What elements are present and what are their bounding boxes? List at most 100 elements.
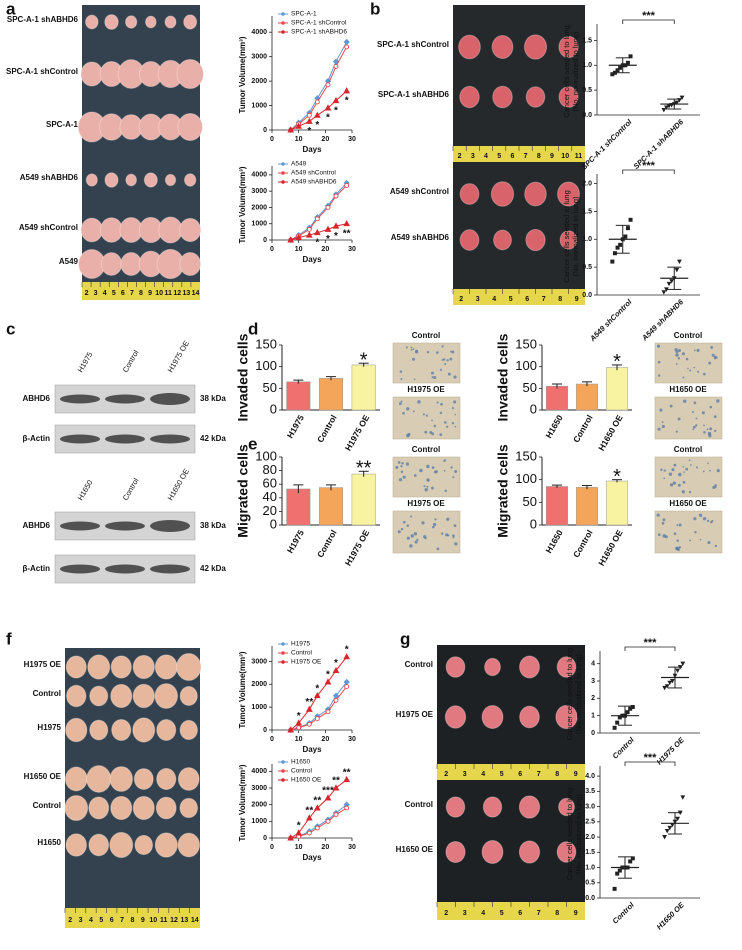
- specimen: [175, 653, 202, 681]
- specimen: [177, 767, 200, 791]
- specimen: [518, 795, 541, 819]
- marker: [344, 44, 350, 50]
- point: [666, 281, 672, 287]
- y-tick-label: 2000: [251, 681, 267, 688]
- y-tick-label: 3.0: [585, 803, 595, 810]
- cell: [431, 376, 434, 379]
- cell: [443, 469, 446, 472]
- point: [675, 668, 680, 673]
- specimen: [104, 172, 119, 188]
- cell: [681, 352, 685, 356]
- significance: **: [343, 767, 351, 778]
- ruler-number: 6: [518, 771, 522, 778]
- photo-label: SPC-A-1: [46, 120, 79, 129]
- specimen: [558, 86, 579, 108]
- specimen: [183, 173, 197, 187]
- x-axis-label: Days: [302, 853, 322, 862]
- significance: *: [326, 234, 330, 245]
- cell: [716, 399, 720, 403]
- cell: [410, 346, 413, 349]
- ruler-number: 4: [484, 153, 488, 160]
- specimen: [86, 765, 112, 793]
- marker: [287, 834, 295, 841]
- specimen: [183, 14, 198, 30]
- x-tick-label: 30: [348, 246, 356, 253]
- ruler-number: 5: [497, 153, 501, 160]
- cell: [424, 487, 428, 492]
- significance: **: [305, 697, 313, 708]
- specimen: [80, 217, 104, 243]
- legend-marker: [281, 651, 285, 655]
- marker: [325, 818, 331, 824]
- blot-band: [105, 434, 145, 444]
- blot-band: [105, 394, 145, 404]
- specimen: [64, 766, 88, 792]
- y-tick-label: 2.5: [585, 819, 595, 826]
- x-tick-label: H1650 OE: [596, 528, 625, 568]
- legend-marker: [281, 30, 285, 34]
- legend-marker: [281, 642, 285, 646]
- x-tick-label: 0: [270, 844, 274, 851]
- y-tick-label: 4000: [251, 29, 267, 36]
- cell: [433, 376, 437, 380]
- specimen: [110, 795, 133, 821]
- marker: [333, 63, 339, 69]
- x-tick-label: H1975: [285, 528, 306, 555]
- y-tick-label: 0: [591, 730, 595, 737]
- point: [669, 279, 675, 284]
- specimen: [125, 173, 137, 187]
- significance: **: [332, 776, 340, 787]
- ruler-number: 14: [192, 290, 200, 297]
- cell: [657, 427, 661, 431]
- cell: [431, 466, 435, 469]
- significance: *: [334, 658, 338, 669]
- marker: [314, 716, 320, 722]
- y-tick-label: 1000: [251, 102, 267, 109]
- significance: *: [297, 821, 301, 832]
- cell: [451, 422, 455, 425]
- significance-bracket: [622, 19, 675, 24]
- point: [661, 108, 667, 113]
- specimen: [556, 841, 577, 863]
- cell: [395, 465, 399, 469]
- ruler-number: 7: [130, 290, 134, 297]
- x-tick-label: H1975 OE: [343, 413, 372, 453]
- cell: [699, 538, 702, 541]
- x-tick-label: H1975 OE: [343, 528, 372, 568]
- y-tick-label: 0.5: [582, 87, 592, 94]
- x-tick-label: Control: [571, 413, 595, 444]
- size-label: 42 kDa: [200, 564, 226, 573]
- cell: [419, 468, 423, 473]
- specimen: [523, 34, 548, 60]
- y-tick-label: 100: [255, 448, 277, 463]
- bar: [575, 487, 599, 526]
- point: [666, 104, 672, 109]
- cell: [406, 536, 410, 540]
- point: [628, 859, 633, 864]
- significance: ***: [642, 160, 656, 172]
- marker: [333, 697, 339, 703]
- point: [628, 217, 633, 222]
- panel-letter: c: [6, 319, 15, 338]
- specimen: [482, 796, 503, 818]
- y-tick-label: 1000: [251, 818, 267, 825]
- cell: [416, 538, 419, 541]
- micrograph-label: Control: [674, 331, 702, 340]
- y-tick-label: 60: [263, 476, 277, 491]
- point: [680, 795, 686, 800]
- cell: [677, 548, 680, 552]
- cell: [710, 346, 714, 349]
- photo-label: Control: [33, 801, 61, 810]
- cell: [413, 474, 417, 477]
- marker: [287, 236, 295, 243]
- marker: [332, 666, 340, 674]
- cell: [661, 522, 665, 525]
- significance: *: [334, 105, 338, 116]
- specimen: [132, 717, 156, 743]
- micrograph-label: Control: [674, 445, 702, 454]
- ruler-number: 11: [575, 153, 583, 160]
- y-axis-label: Cancer cells seeded to lung: [562, 190, 571, 283]
- specimen: [559, 230, 578, 250]
- lane-label: H1650: [76, 478, 95, 502]
